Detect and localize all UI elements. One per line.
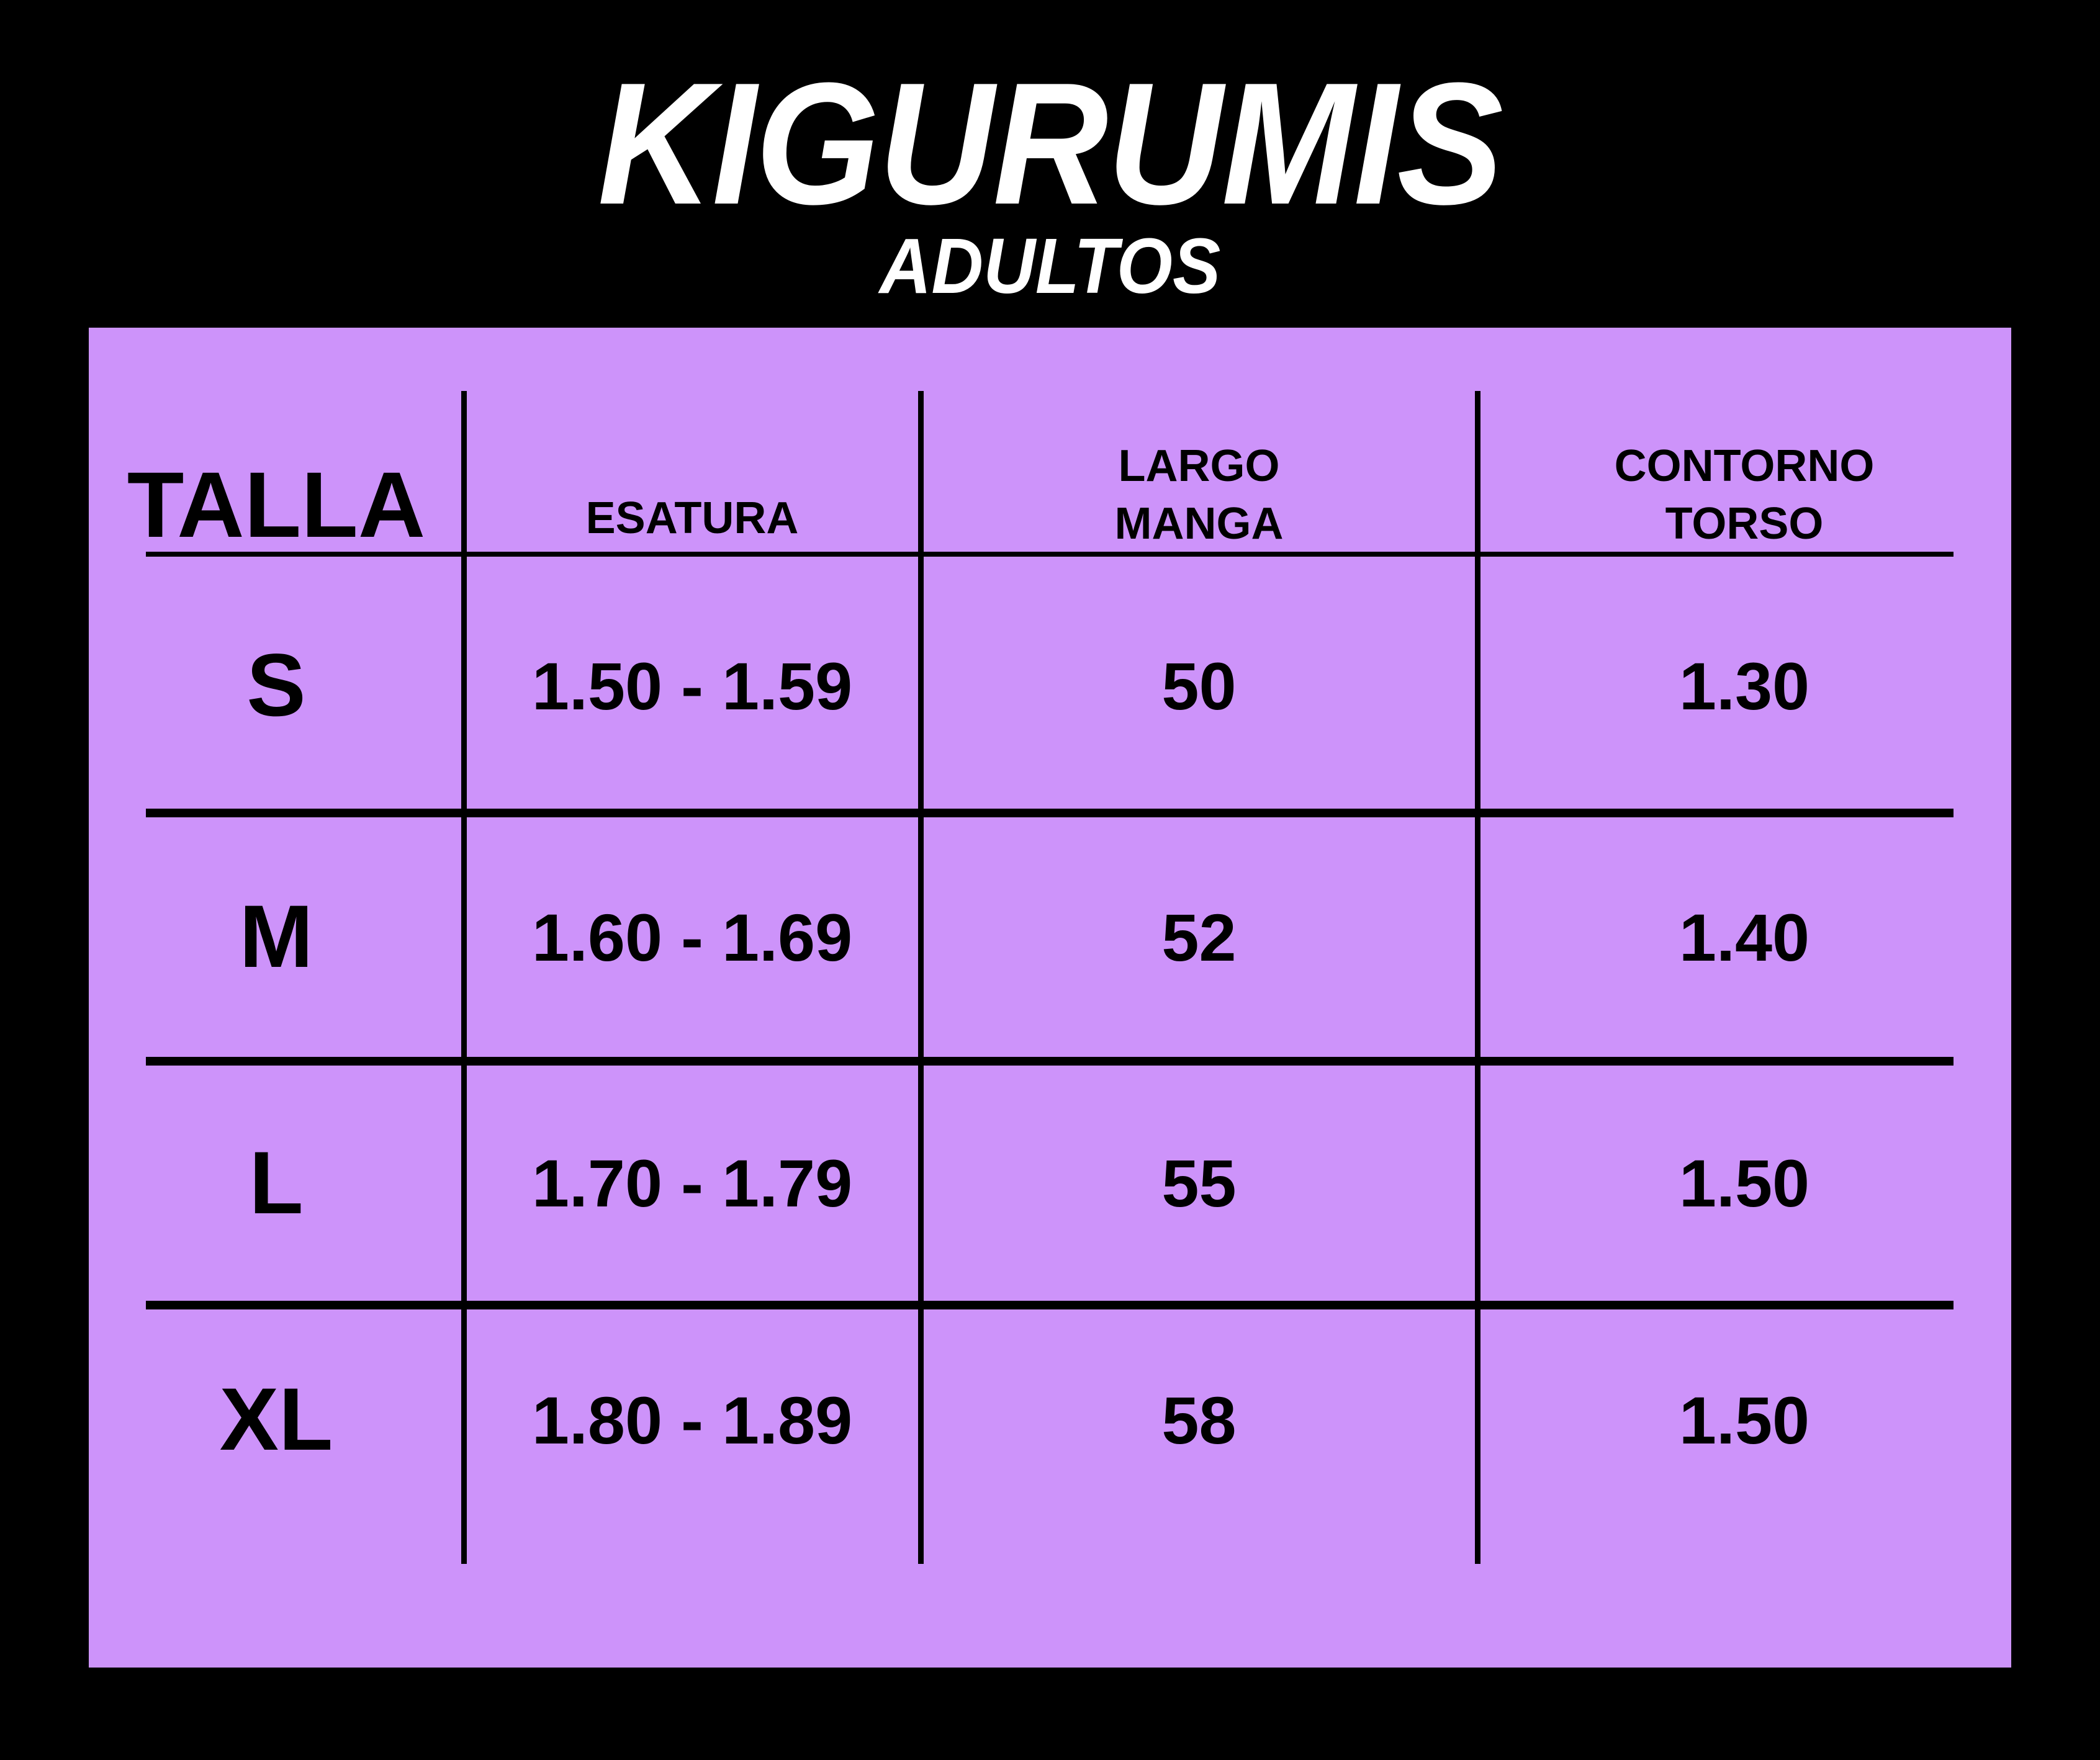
estatura-cell-l: 1.70 - 1.79 [531, 1146, 853, 1221]
header-line: TORSO [1665, 499, 1824, 549]
largo-manga-cell-l: 55 [1161, 1146, 1237, 1221]
header-underline [146, 552, 1954, 557]
contorno-torso-cell-xl: 1.50 [1679, 1382, 1810, 1458]
size-cell-m: M [239, 887, 313, 986]
size-cell-s: S [246, 636, 306, 735]
estatura-cell-m: 1.60 - 1.69 [531, 899, 853, 975]
header-line: LARGO [1118, 441, 1280, 491]
column-header-contorno-torso: CONTORNO TORSO [1477, 438, 2011, 553]
largo-manga-cell-s: 50 [1161, 648, 1237, 724]
estatura-cell-xl: 1.80 - 1.89 [531, 1382, 853, 1458]
column-divider-1 [461, 391, 467, 1564]
column-header-largo-manga: LARGO MANGA [921, 438, 1477, 553]
size-table-panel: TALLA ESATURA LARGO MANGA CONTORNO TORSO… [89, 328, 2011, 1668]
page-title: KIGURUMIS [597, 47, 1503, 241]
size-cell-l: L [249, 1133, 304, 1232]
column-header-talla: TALLA [127, 452, 426, 557]
contorno-torso-cell-l: 1.50 [1679, 1146, 1810, 1221]
column-header-esatura: ESATURA [585, 493, 799, 543]
estatura-cell-s: 1.50 - 1.59 [531, 648, 853, 724]
row-divider-2 [146, 1057, 1954, 1066]
largo-manga-cell-xl: 58 [1161, 1382, 1237, 1458]
header-line: MANGA [1114, 499, 1284, 549]
column-divider-3 [1475, 391, 1480, 1564]
page-subtitle: ADULTOS [879, 222, 1221, 310]
size-cell-xl: XL [219, 1370, 333, 1469]
contorno-torso-cell-m: 1.40 [1679, 899, 1810, 975]
row-divider-3 [146, 1301, 1954, 1309]
header-line: CONTORNO [1614, 441, 1875, 491]
largo-manga-cell-m: 52 [1161, 899, 1237, 975]
column-divider-2 [918, 391, 924, 1564]
row-divider-1 [146, 809, 1954, 817]
contorno-torso-cell-s: 1.30 [1679, 648, 1810, 724]
